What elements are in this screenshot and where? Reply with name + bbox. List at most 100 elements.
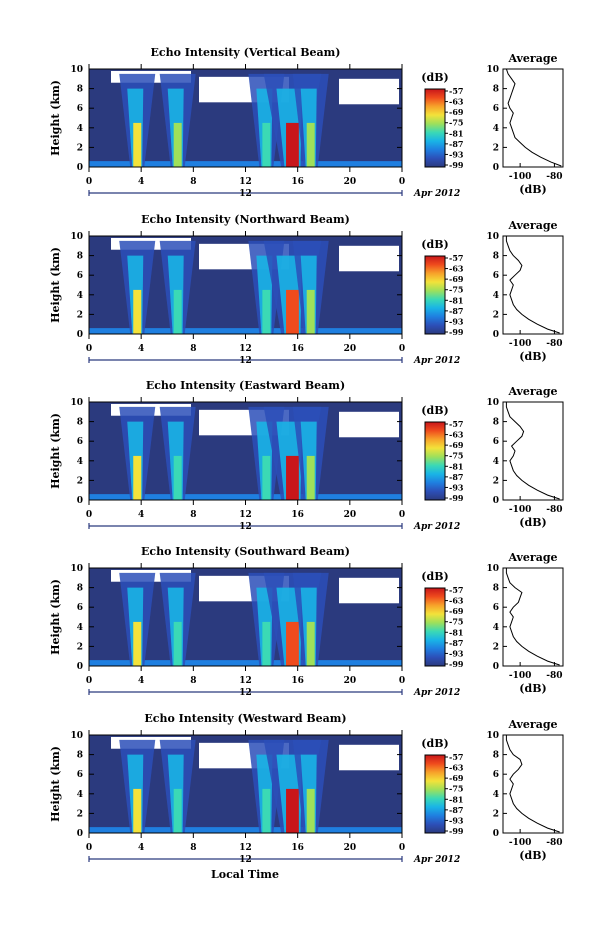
panel-title: Echo Intensity (Eastward Beam) xyxy=(146,379,345,392)
x-tick-label: 0 xyxy=(86,510,92,520)
profile-x-label: (dB) xyxy=(519,682,546,695)
x-tick-label: 8 xyxy=(190,676,196,686)
date-center-label: 12 xyxy=(239,356,252,366)
colorbar-tick-label: -75 xyxy=(449,451,463,461)
plume-core xyxy=(286,788,299,833)
profile-y-tick-label: 4 xyxy=(493,623,499,633)
y-tick-label: 8 xyxy=(77,751,83,761)
y-tick-label: 8 xyxy=(77,252,83,262)
date-center-label: 12 xyxy=(239,855,252,865)
x-tick-label: 4 xyxy=(138,177,144,187)
colorbar-tick-label: -87 xyxy=(449,805,463,815)
colorbar-tick-label: -93 xyxy=(449,149,464,159)
profile-title: Average xyxy=(507,219,557,232)
colorbar-tick-label: -75 xyxy=(449,617,463,627)
surface-echo-layer xyxy=(89,161,402,167)
no-data-region xyxy=(339,744,399,771)
plume-core xyxy=(133,289,142,334)
colorbar-tick-label: -69 xyxy=(449,773,464,783)
profile-y-tick-label: 4 xyxy=(493,790,499,800)
plume-core xyxy=(286,122,299,167)
y-tick-label: 10 xyxy=(70,731,83,741)
x-tick-label: 20 xyxy=(344,344,357,354)
plume-core xyxy=(286,455,299,500)
profile-y-tick-label: 0 xyxy=(493,829,499,839)
rain-plume xyxy=(159,572,196,666)
colorbar-tick-label: -99 xyxy=(449,659,464,669)
profile-x-tick-label: -100 xyxy=(509,172,532,182)
x-tick-label: 0 xyxy=(86,177,92,187)
profile-y-tick-label: 8 xyxy=(493,85,499,95)
profile-x-tick-label: -100 xyxy=(509,838,532,848)
profile-line xyxy=(505,568,560,666)
panel-title: Echo Intensity (Westward Beam) xyxy=(144,712,346,725)
rain-plume xyxy=(159,240,196,334)
y-tick-label: 0 xyxy=(77,496,83,506)
panel-title: Echo Intensity (Southward Beam) xyxy=(141,545,350,558)
colorbar xyxy=(424,255,446,335)
x-tick-label: 16 xyxy=(291,344,304,354)
x-tick-label: 20 xyxy=(344,676,357,686)
x-tick-label: 12 xyxy=(239,344,252,354)
profile-y-tick-label: 4 xyxy=(493,124,499,134)
rain-plume xyxy=(159,406,196,500)
x-tick-label: 8 xyxy=(190,344,196,354)
colorbar-tick-label: -69 xyxy=(449,274,464,284)
x-tick-label: 12 xyxy=(239,177,252,187)
y-axis-label: Height (km) xyxy=(49,579,62,655)
profile-x-tick-label: -80 xyxy=(546,505,562,515)
colorbar-tick-label: -57 xyxy=(449,419,463,429)
date-label: Apr 2012 xyxy=(413,189,460,199)
panels: Echo Intensity (Vertical Beam) 0 2 4 6 8 10 0 4 8… xyxy=(49,46,564,865)
x-tick-label: 8 xyxy=(190,843,196,853)
plume-core xyxy=(306,788,315,833)
colorbar-tick-label: -69 xyxy=(449,606,464,616)
panel-3: Echo Intensity (Eastward Beam) 0 2 4 6 8 10 0 4 8… xyxy=(49,379,564,532)
y-axis-label: Height (km) xyxy=(49,80,62,156)
profile-frame xyxy=(502,235,564,335)
panel-4: Echo Intensity (Southward Beam) 0 2 4 6 8 10 0 4… xyxy=(49,545,564,698)
x-tick-label: 12 xyxy=(239,676,252,686)
y-tick-label: 2 xyxy=(77,809,83,819)
colorbar-tick-label: -57 xyxy=(449,585,463,595)
colorbar-tick-label: -99 xyxy=(449,493,464,503)
colorbar xyxy=(424,88,446,168)
profile-line xyxy=(505,735,560,833)
x-tick-label: 16 xyxy=(291,843,304,853)
panel-title: Echo Intensity (Northward Beam) xyxy=(141,213,350,226)
profile-line xyxy=(505,236,560,334)
x-tick-label: 20 xyxy=(344,843,357,853)
profile-x-tick-label: -80 xyxy=(546,838,562,848)
profile-title: Average xyxy=(507,551,557,564)
profile-y-tick-label: 10 xyxy=(486,564,499,574)
colorbar-tick-label: -87 xyxy=(449,638,463,648)
y-tick-label: 2 xyxy=(77,143,83,153)
plume-core xyxy=(262,289,271,334)
profile-title: Average xyxy=(507,52,557,65)
profile-y-tick-label: 6 xyxy=(493,104,499,114)
profile-y-tick-label: 0 xyxy=(493,662,499,672)
rain-plume xyxy=(292,240,329,334)
y-tick-label: 4 xyxy=(77,291,83,301)
rain-plume xyxy=(119,73,156,167)
y-tick-label: 4 xyxy=(77,457,83,467)
x-tick-label: 16 xyxy=(291,510,304,520)
x-tick-label: 0 xyxy=(399,676,405,686)
y-tick-label: 10 xyxy=(70,65,83,75)
colorbar-label: (dB) xyxy=(421,71,448,84)
y-tick-label: 6 xyxy=(77,603,83,613)
x-tick-label: 16 xyxy=(291,676,304,686)
y-tick-label: 0 xyxy=(77,662,83,672)
y-tick-label: 8 xyxy=(77,584,83,594)
plume-core xyxy=(173,455,182,500)
y-tick-label: 0 xyxy=(77,330,83,340)
profile-frame xyxy=(502,567,564,667)
rain-plume xyxy=(119,739,156,833)
x-tick-label: 4 xyxy=(138,843,144,853)
profile-y-tick-label: 4 xyxy=(493,457,499,467)
date-center-label: 12 xyxy=(239,522,252,532)
colorbar-tick-label: -63 xyxy=(449,264,464,274)
y-axis-label: Height (km) xyxy=(49,746,62,822)
colorbar xyxy=(424,587,446,667)
